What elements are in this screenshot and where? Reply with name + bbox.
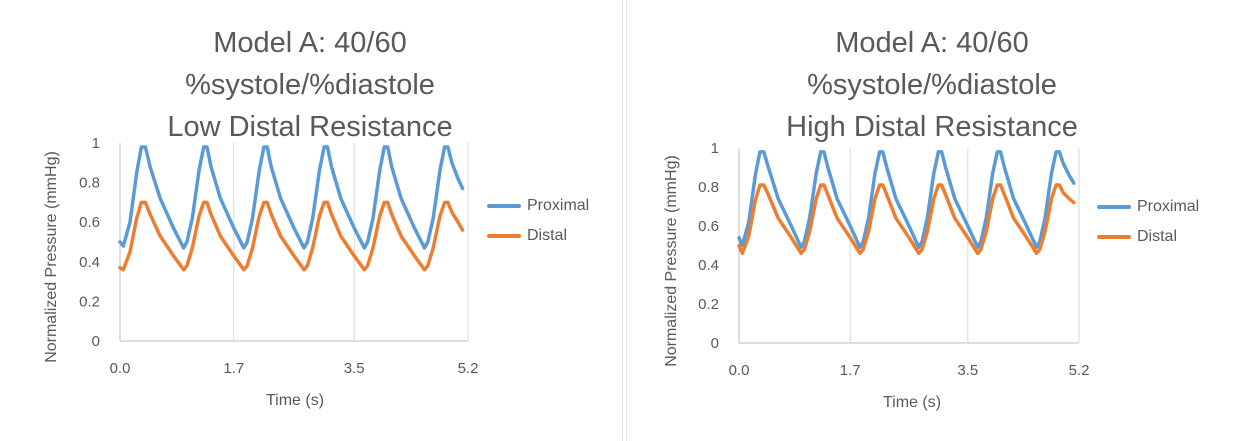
series-line-distal <box>737 183 1076 256</box>
y-tick-label: 1 <box>711 140 719 157</box>
y-tick-label: 0.4 <box>698 257 719 274</box>
x-axis-label: Time (s) <box>265 392 325 409</box>
legend-item-proximal: Proximal <box>1097 192 1199 222</box>
chart-title: Model A: 40/60 %systole/%diastole High D… <box>682 22 1182 148</box>
legend-swatch-distal <box>1097 235 1131 239</box>
x-tick-label: 1.7 <box>840 362 861 379</box>
y-tick-label: 0 <box>92 333 100 350</box>
chart-title-line-3: Low Distal Resistance <box>167 111 453 143</box>
x-tick-label: 1.7 <box>223 360 244 377</box>
legend-item-distal: Distal <box>1097 222 1199 252</box>
plot-area: 0 0.2 0.4 0.6 0.8 1 0.0 1.7 3.5 5.2 <box>698 140 1090 379</box>
y-tick-label: 0.6 <box>79 214 100 231</box>
series-line-proximal <box>737 150 1076 250</box>
y-tick-label: 0.2 <box>79 293 100 310</box>
y-tick-label: 0.8 <box>698 179 719 196</box>
plot-area: 0 0.2 0.4 0.6 0.8 1 0.0 1.7 3.5 5.2 <box>79 135 479 377</box>
x-tick-label: 0.0 <box>729 362 750 379</box>
legend: Proximal Distal <box>487 191 589 251</box>
chart-title: Model A: 40/60 %systole/%diastole Low Di… <box>60 22 560 148</box>
legend-swatch-distal <box>487 234 521 238</box>
y-tick-label: 0.2 <box>698 296 719 313</box>
y-tick-label: 0 <box>711 335 719 352</box>
legend-item-distal: Distal <box>487 221 589 251</box>
series-line-proximal <box>118 145 465 250</box>
legend-label-proximal: Proximal <box>527 197 590 214</box>
chart-title-line-2: %systole/%diastole <box>185 69 435 101</box>
y-tick-label: 0.6 <box>698 218 719 235</box>
y-tick-label: 0.8 <box>79 175 100 192</box>
x-tick-label: 5.2 <box>1069 362 1090 379</box>
x-tick-label: 3.5 <box>344 360 365 377</box>
y-tick-label: 0.4 <box>79 254 100 271</box>
legend-item-proximal: Proximal <box>487 191 589 221</box>
legend-swatch-proximal <box>1097 205 1131 209</box>
chart-title-line-3: High Distal Resistance <box>786 111 1078 143</box>
chart-panel-high-resistance: Model A: 40/60 %systole/%diastole High D… <box>626 0 1243 441</box>
chart-panel-low-resistance: Model A: 40/60 %systole/%diastole Low Di… <box>43 0 623 441</box>
x-tick-label: 3.5 <box>957 362 978 379</box>
legend-label-distal: Distal <box>1137 228 1178 245</box>
legend-label-proximal: Proximal <box>1137 198 1200 215</box>
legend-swatch-proximal <box>487 204 521 208</box>
legend-label-distal: Distal <box>527 227 568 244</box>
x-tick-label: 5.2 <box>458 360 479 377</box>
y-tick-label: 1 <box>92 135 100 152</box>
chart-title-line-1: Model A: 40/60 <box>213 27 407 59</box>
chart-title-line-2: %systole/%diastole <box>807 69 1057 101</box>
legend: Proximal Distal <box>1097 192 1199 252</box>
x-tick-label: 0.0 <box>110 360 131 377</box>
x-axis-label: Time (s) <box>882 394 942 411</box>
chart-title-line-1: Model A: 40/60 <box>835 27 1029 59</box>
series-line-distal <box>118 200 465 272</box>
